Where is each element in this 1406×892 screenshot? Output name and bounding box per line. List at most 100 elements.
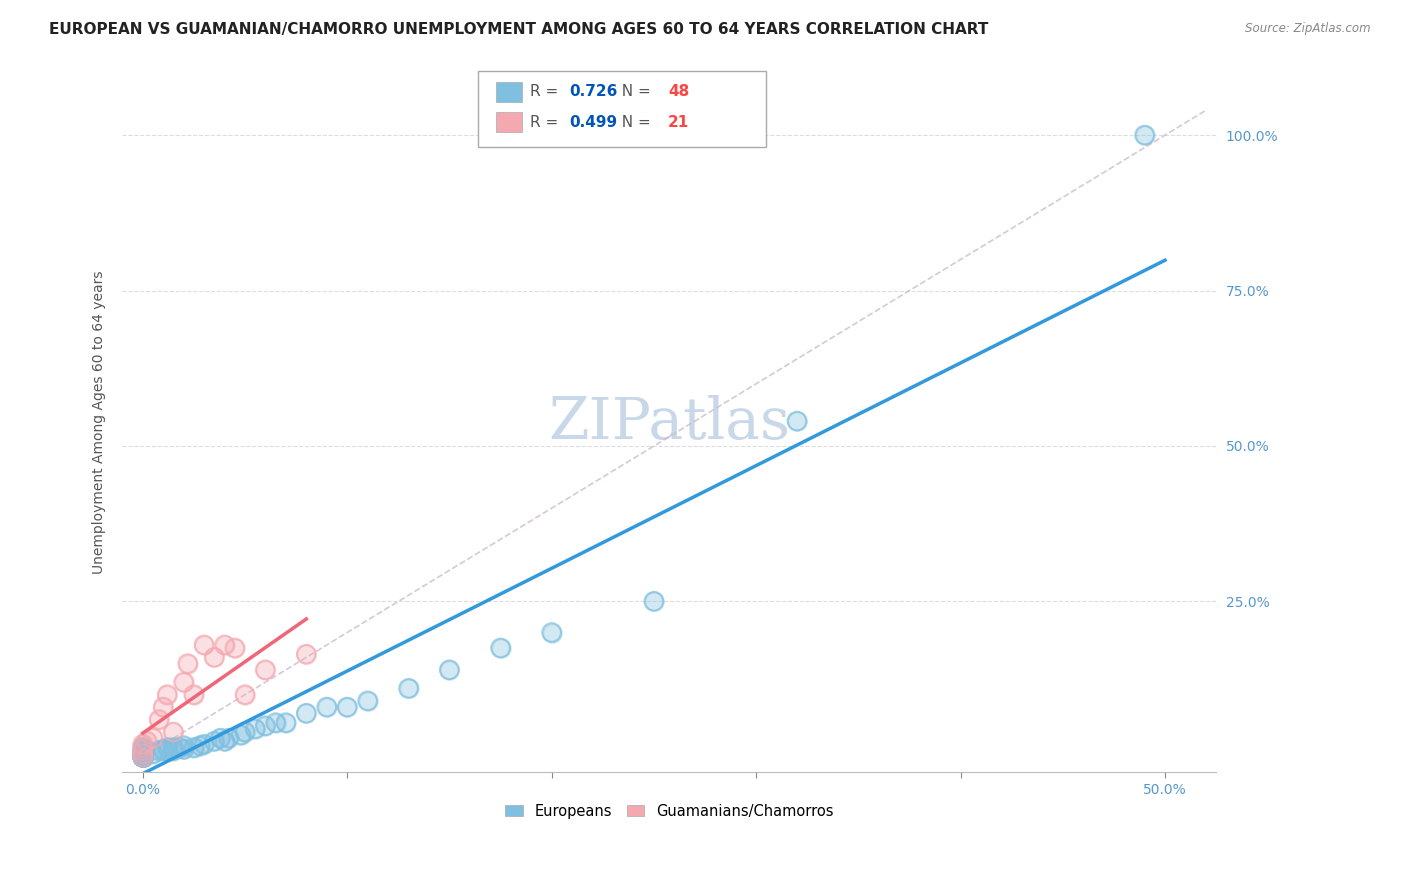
Point [173, 742, 195, 756]
Point [439, 663, 461, 677]
Point [132, 738, 155, 752]
Point [786, 414, 808, 428]
Point [173, 742, 195, 756]
Point [132, 740, 155, 755]
Point [132, 749, 155, 764]
Point [643, 594, 665, 608]
Point [162, 744, 184, 758]
Point [132, 749, 155, 764]
Point [132, 749, 155, 764]
Point [1133, 128, 1156, 143]
Point [245, 722, 267, 736]
Text: 0.499: 0.499 [569, 115, 617, 129]
Point [148, 744, 170, 758]
Point [254, 663, 277, 677]
Point [142, 747, 165, 761]
Point [398, 681, 420, 696]
Point [132, 740, 155, 755]
Point [193, 638, 215, 652]
Point [183, 740, 205, 755]
Y-axis label: Unemployment Among Ages 60 to 64 years: Unemployment Among Ages 60 to 64 years [93, 271, 107, 574]
Point [132, 749, 155, 764]
Point [132, 749, 155, 764]
Point [356, 694, 378, 708]
Point [183, 688, 205, 702]
Point [295, 706, 318, 721]
Point [132, 749, 155, 764]
Point [224, 641, 246, 656]
Legend: Europeans, Guamanians/Chamorros: Europeans, Guamanians/Chamorros [499, 797, 839, 824]
Point [156, 688, 179, 702]
Point [202, 650, 225, 665]
Point [295, 706, 318, 721]
Point [254, 719, 277, 733]
Point [173, 739, 195, 753]
Point [173, 739, 195, 753]
Point [214, 638, 236, 652]
Text: ZIPatlas: ZIPatlas [548, 394, 790, 450]
Point [209, 731, 232, 746]
Point [152, 742, 174, 756]
Point [245, 722, 267, 736]
Point [1133, 128, 1156, 143]
Point [786, 414, 808, 428]
Point [233, 688, 256, 702]
Point [132, 749, 155, 764]
Point [229, 728, 252, 742]
Point [162, 725, 184, 739]
Point [132, 744, 155, 758]
Point [132, 749, 155, 764]
Point [202, 734, 225, 748]
Point [156, 688, 179, 702]
Point [162, 740, 184, 755]
Point [142, 731, 165, 746]
Point [142, 731, 165, 746]
Point [254, 663, 277, 677]
Point [336, 700, 359, 714]
Point [132, 738, 155, 752]
Point [315, 700, 337, 714]
Point [152, 744, 174, 758]
Point [132, 749, 155, 764]
Point [132, 744, 155, 758]
Point [162, 740, 184, 755]
Point [162, 744, 184, 758]
Point [193, 738, 215, 752]
Point [218, 731, 240, 746]
Point [135, 734, 157, 748]
Point [132, 740, 155, 755]
Point [188, 739, 211, 753]
Point [173, 675, 195, 690]
Point [132, 744, 155, 758]
Point [188, 739, 211, 753]
Point [193, 738, 215, 752]
Text: R =: R = [530, 115, 564, 129]
Text: Source: ZipAtlas.com: Source: ZipAtlas.com [1246, 22, 1371, 36]
Point [315, 700, 337, 714]
Point [274, 715, 297, 730]
Point [152, 700, 174, 714]
Point [193, 638, 215, 652]
Point [183, 688, 205, 702]
Point [489, 641, 512, 656]
Point [229, 728, 252, 742]
Point [132, 749, 155, 764]
Point [132, 744, 155, 758]
Point [148, 713, 170, 727]
Point [218, 731, 240, 746]
Point [135, 734, 157, 748]
Text: EUROPEAN VS GUAMANIAN/CHAMORRO UNEMPLOYMENT AMONG AGES 60 TO 64 YEARS CORRELATIO: EUROPEAN VS GUAMANIAN/CHAMORRO UNEMPLOYM… [49, 22, 988, 37]
Point [295, 647, 318, 661]
Point [132, 747, 155, 761]
Point [148, 744, 170, 758]
Point [132, 749, 155, 764]
Text: 48: 48 [668, 85, 689, 99]
Point [132, 749, 155, 764]
Point [132, 749, 155, 764]
Point [398, 681, 420, 696]
Point [177, 657, 200, 671]
Point [439, 663, 461, 677]
Point [132, 740, 155, 755]
Point [540, 625, 562, 640]
Text: N =: N = [612, 85, 655, 99]
